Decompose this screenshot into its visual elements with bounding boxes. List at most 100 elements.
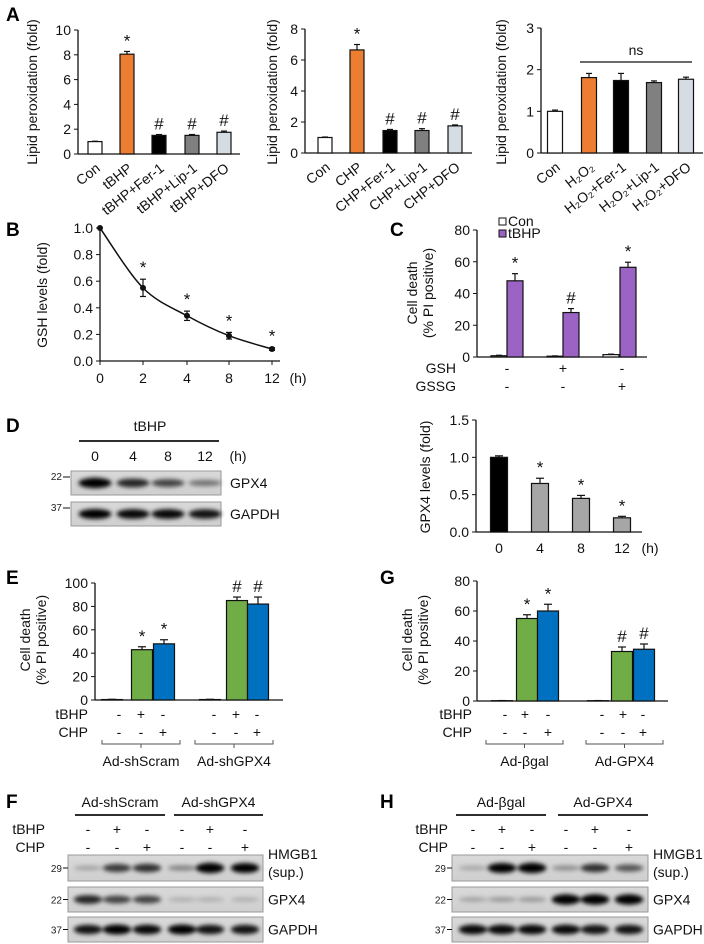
x-tick-label: 0	[96, 370, 104, 386]
treatment-label: tBHP	[134, 418, 167, 434]
protein-band	[517, 897, 547, 902]
y-tick-label: 0	[290, 145, 298, 161]
data-point	[97, 225, 103, 231]
protein-band	[551, 865, 581, 871]
bar	[645, 81, 663, 154]
y-tick-label: 1	[526, 103, 534, 119]
condition-sign: +	[143, 839, 151, 855]
protein-band	[195, 924, 225, 935]
bar	[447, 125, 463, 154]
x-tick-label: 0	[495, 540, 503, 556]
y-tick-label: 0	[462, 693, 470, 709]
bar	[151, 134, 167, 155]
panel-label-f: F	[6, 792, 18, 813]
protein-band	[551, 894, 581, 905]
y-tick-label: 0	[462, 349, 470, 365]
bar	[382, 129, 398, 154]
lane-label: 4	[129, 448, 137, 464]
data-point	[226, 332, 232, 339]
molecular-weight-marker: 29	[51, 864, 63, 875]
protein-band	[151, 479, 185, 487]
panel-label-d: D	[6, 416, 20, 437]
y-tick-label: 80	[454, 222, 470, 238]
bar	[632, 648, 656, 702]
protein-band	[458, 897, 488, 902]
y-axis-label: Lipid peroxidation (fold)	[493, 19, 509, 165]
time-unit-label: (h)	[229, 448, 246, 464]
condition-sign: -	[641, 706, 646, 722]
bar	[489, 456, 509, 533]
condition-sign: +	[137, 706, 145, 722]
y-tick-label: 0.6	[74, 273, 94, 289]
protein-band	[580, 924, 610, 935]
blot-row-label: GPX4	[268, 892, 306, 908]
protein-band	[614, 864, 644, 872]
y-tick-label: 0	[80, 692, 88, 708]
protein-band	[487, 862, 517, 874]
condition-sign: -	[627, 821, 632, 837]
panel-label-b: B	[6, 220, 20, 241]
condition-label: GSH	[426, 360, 456, 376]
protein-band	[487, 897, 517, 902]
significance-asterisk: *	[537, 458, 544, 477]
protein-band	[195, 862, 225, 874]
y-axis-label: (% PI positive)	[420, 248, 436, 338]
bar	[216, 131, 232, 155]
group-header: Ad-GPX4	[573, 794, 632, 810]
bar	[546, 355, 564, 358]
condition-label: CHP	[442, 724, 472, 740]
protein-band	[230, 862, 260, 874]
y-axis-label: GSH levels (fold)	[34, 242, 50, 348]
molecular-weight-marker: 29	[435, 864, 447, 875]
y-tick-label: 2	[526, 62, 534, 78]
x-tick-label: 4	[536, 540, 544, 556]
y-tick-label: 4	[290, 83, 298, 99]
y-axis-label: (% PI positive)	[33, 595, 49, 685]
legend-label: Con	[508, 213, 534, 229]
y-axis-label: GPX4 levels (fold)	[417, 421, 433, 534]
condition-sign: -	[86, 821, 91, 837]
panel-label-g: G	[380, 568, 395, 589]
protein-band	[458, 865, 488, 871]
significance-asterisk: *	[619, 496, 626, 515]
condition-sign: -	[86, 839, 91, 855]
condition-label: tBHP	[12, 821, 45, 837]
condition-label: tBHP	[439, 706, 472, 722]
panel-label-a: A	[6, 5, 20, 26]
protein-band	[73, 865, 103, 871]
condition-sign: +	[232, 706, 240, 722]
y-tick-label: 6	[290, 52, 298, 68]
protein-band	[167, 897, 197, 902]
y-tick-label: 6	[63, 72, 71, 88]
y-tick-label: 60	[454, 254, 470, 270]
significance-asterisk: *	[184, 290, 191, 309]
protein-band	[78, 508, 112, 520]
condition-sign: -	[471, 839, 476, 855]
blot-row-label: GAPDH	[653, 922, 703, 938]
condition-label: tBHP	[55, 706, 88, 722]
group-header: Ad-shScram	[81, 794, 158, 810]
condition-sign: +	[559, 360, 567, 376]
significance-hash: #	[253, 577, 263, 596]
blot-gpx4-bands	[458, 894, 644, 905]
y-tick-label: 0.0	[74, 353, 94, 369]
protein-band	[132, 895, 162, 904]
y-tick-label: 40	[454, 286, 470, 302]
condition-sign: -	[471, 821, 476, 837]
y-tick-label: 2	[290, 114, 298, 130]
y-tick-label: 0.0	[450, 524, 470, 540]
bar	[87, 141, 103, 155]
x-category-label: Con	[303, 159, 333, 187]
protein-band	[167, 924, 197, 935]
condition-sign: -	[523, 724, 528, 740]
condition-sign: -	[139, 724, 144, 740]
bar	[225, 599, 249, 701]
x-tick-label: 12	[264, 370, 280, 386]
protein-band	[551, 924, 581, 935]
condition-label: tBHP	[415, 821, 448, 837]
condition-sign: +	[544, 724, 552, 740]
condition-sign: -	[255, 706, 260, 722]
y-tick-label: 0	[526, 145, 534, 161]
panel-label-h: H	[380, 792, 394, 813]
